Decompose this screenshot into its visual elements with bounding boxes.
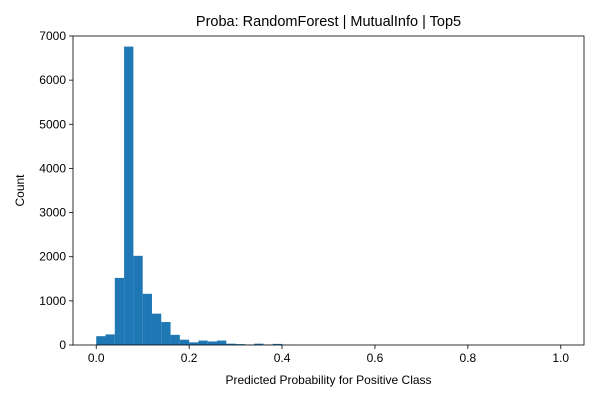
x-tick-label: 0.6	[367, 351, 384, 365]
histogram-bar	[96, 336, 105, 345]
y-tick-label: 7000	[39, 29, 66, 43]
histogram-bar	[115, 278, 124, 345]
y-tick-label: 0	[59, 338, 66, 352]
y-tick-label: 5000	[39, 117, 66, 131]
histogram-bar	[106, 334, 115, 345]
y-axis-label: Count	[13, 174, 27, 207]
x-tick-label: 0.0	[88, 351, 105, 365]
histogram-bar	[208, 341, 217, 345]
histogram-bar	[161, 322, 170, 345]
y-tick-label: 6000	[39, 73, 66, 87]
histogram-bar	[217, 341, 226, 345]
x-tick-label: 0.2	[181, 351, 198, 365]
x-axis-label: Predicted Probability for Positive Class	[225, 373, 431, 387]
x-tick-label: 1.0	[552, 351, 569, 365]
histogram-bar	[152, 314, 161, 345]
histogram-bar	[124, 47, 133, 345]
x-tick-label: 0.4	[274, 351, 291, 365]
y-tick-label: 1000	[39, 294, 66, 308]
y-tick-label: 4000	[39, 161, 66, 175]
histogram-bar	[180, 340, 189, 345]
y-tick-label: 2000	[39, 250, 66, 264]
histogram-bar	[171, 335, 180, 345]
histogram-bar	[143, 294, 152, 345]
histogram-bar	[198, 341, 207, 345]
chart-title: Proba: RandomForest | MutualInfo | Top5	[196, 14, 461, 30]
x-tick-label: 0.8	[460, 351, 477, 365]
histogram-bar	[133, 256, 142, 345]
y-tick-label: 3000	[39, 206, 66, 220]
